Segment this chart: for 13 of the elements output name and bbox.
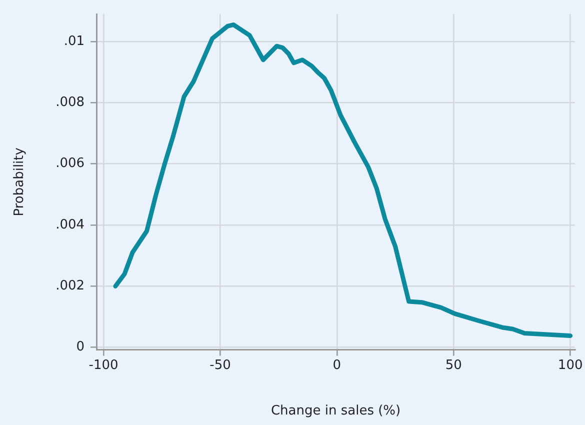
x-tick-label: 50 (445, 358, 462, 373)
y-tick-label: .004 (56, 217, 85, 232)
y-tick-label: .008 (56, 95, 85, 110)
x-tick-label: 100 (558, 358, 583, 373)
y-tick-label: .002 (56, 278, 85, 294)
y-tick-label: 0 (76, 340, 85, 355)
y-tick-label: .006 (56, 156, 85, 172)
x-axis-title: Change in sales (%) (270, 404, 401, 419)
x-tick-label: -100 (88, 358, 118, 373)
x-tick-label: 0 (332, 358, 342, 373)
y-tick-label: .01 (64, 34, 85, 49)
y-axis-title: Probability (12, 147, 28, 216)
x-tick-label: -50 (210, 358, 231, 373)
